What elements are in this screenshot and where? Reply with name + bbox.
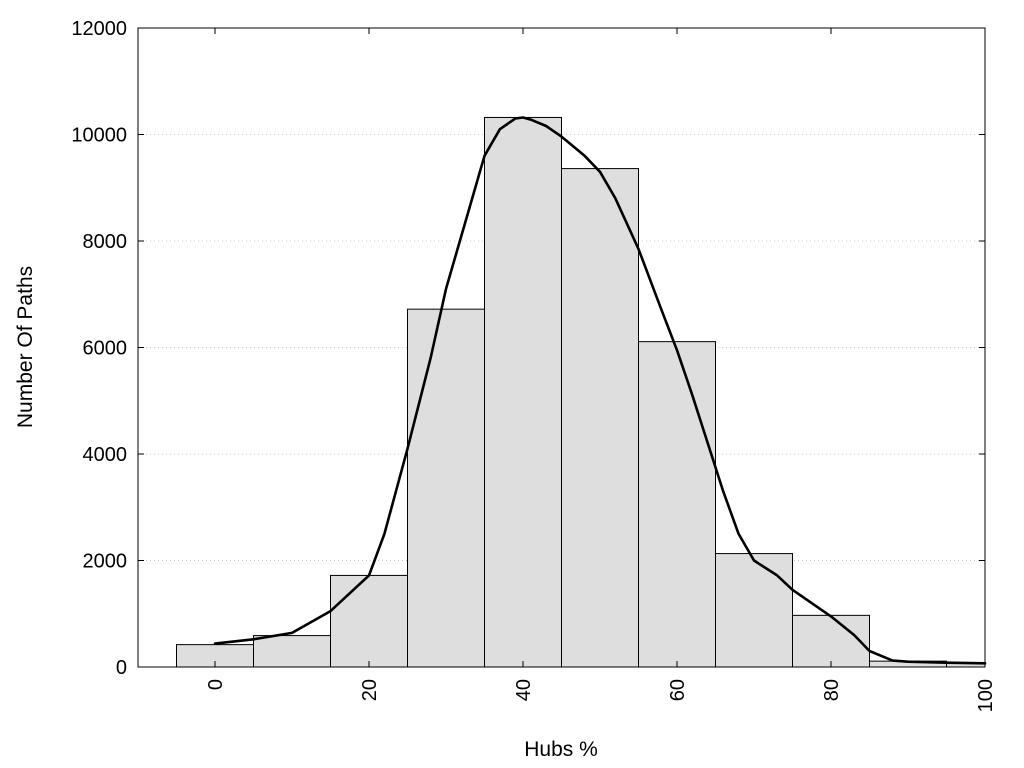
- x-tick-label: 80: [821, 679, 843, 701]
- density-curve-layer: [213, 116, 987, 665]
- histogram-bar: [792, 614, 870, 668]
- x-tick-label: 40: [513, 679, 535, 701]
- y-tick-label: 4000: [83, 444, 128, 466]
- x-axis-label: Hubs %: [524, 738, 598, 761]
- y-tick-label: 0: [116, 657, 127, 679]
- histogram-bar: [715, 553, 793, 668]
- x-tick-label: 100: [975, 679, 997, 712]
- density-curve: [213, 116, 987, 665]
- histogram-bar: [330, 574, 408, 668]
- histogram-bar: [484, 116, 562, 668]
- y-tick-label: 8000: [83, 231, 128, 253]
- y-tick-label: 2000: [83, 551, 128, 573]
- y-tick-label: 10000: [71, 125, 127, 147]
- y-tick-label: 12000: [71, 18, 127, 40]
- histogram-bar: [561, 168, 639, 668]
- x-tick-label: 60: [667, 679, 689, 701]
- y-tick-labels: 0 2000 4000 6000 8000 10000 12000: [71, 18, 127, 679]
- histogram-bar: [638, 341, 716, 668]
- x-tick-labels: 0 20 40 60 80 100: [205, 679, 997, 712]
- y-axis-label: Number Of Paths: [14, 266, 37, 428]
- histogram-bar: [407, 308, 485, 668]
- x-tick-label: 0: [205, 679, 227, 690]
- histogram-bar: [253, 635, 331, 668]
- bars: [176, 116, 986, 668]
- x-tick-label: 20: [359, 679, 381, 701]
- y-tick-label: 6000: [83, 338, 128, 360]
- axis-ticks: [138, 27, 986, 668]
